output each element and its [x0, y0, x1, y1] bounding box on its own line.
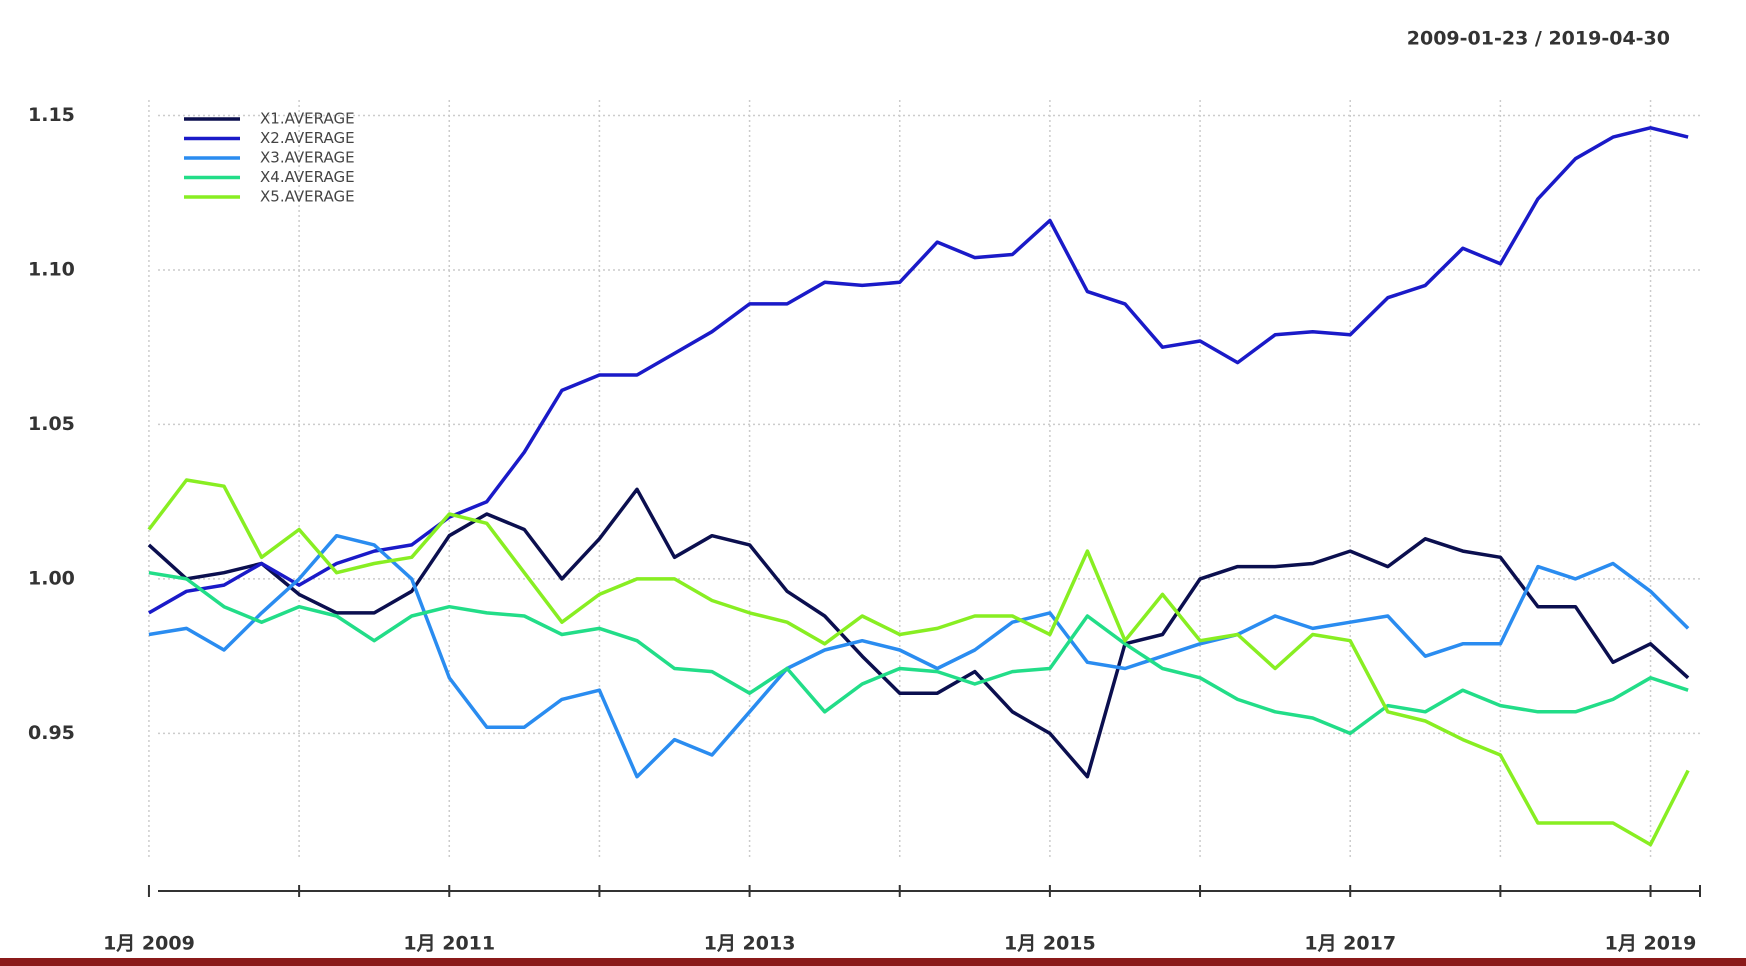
- bottom-bar: [0, 958, 1746, 966]
- y-tick-label: 1.00: [28, 567, 75, 589]
- y-tick-label: 0.95: [28, 722, 75, 744]
- legend-label: X2.AVERAGE: [260, 129, 355, 147]
- series-line: [147, 478, 1690, 847]
- x-tick-label: 1月 2017: [1304, 933, 1396, 955]
- legend-label: X4.AVERAGE: [260, 168, 355, 186]
- x-tick-label: 1月 2013: [704, 933, 796, 955]
- chart-subtitle: 2009-01-23 / 2019-04-30: [1407, 28, 1670, 50]
- series-line: [147, 487, 1690, 779]
- y-tick-label: 1.05: [28, 413, 75, 435]
- x-tick-label: 1月 2009: [103, 933, 195, 955]
- legend-label: X5.AVERAGE: [260, 188, 355, 206]
- series-line: [148, 126, 1689, 615]
- series-line: [148, 533, 1690, 779]
- series-line: [148, 570, 1689, 736]
- x-tick-label: 1月 2011: [403, 933, 495, 955]
- x-tick-label: 1月 2015: [1004, 933, 1096, 955]
- y-tick-label: 1.10: [28, 258, 75, 280]
- legend-label: X1.AVERAGE: [260, 110, 355, 128]
- x-tick-label: 1月 2019: [1605, 933, 1697, 955]
- y-tick-label: 1.15: [28, 104, 75, 126]
- legend-label: X3.AVERAGE: [260, 149, 355, 167]
